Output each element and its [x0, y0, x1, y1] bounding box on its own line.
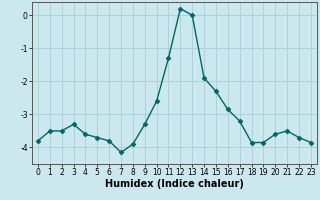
X-axis label: Humidex (Indice chaleur): Humidex (Indice chaleur): [105, 179, 244, 189]
